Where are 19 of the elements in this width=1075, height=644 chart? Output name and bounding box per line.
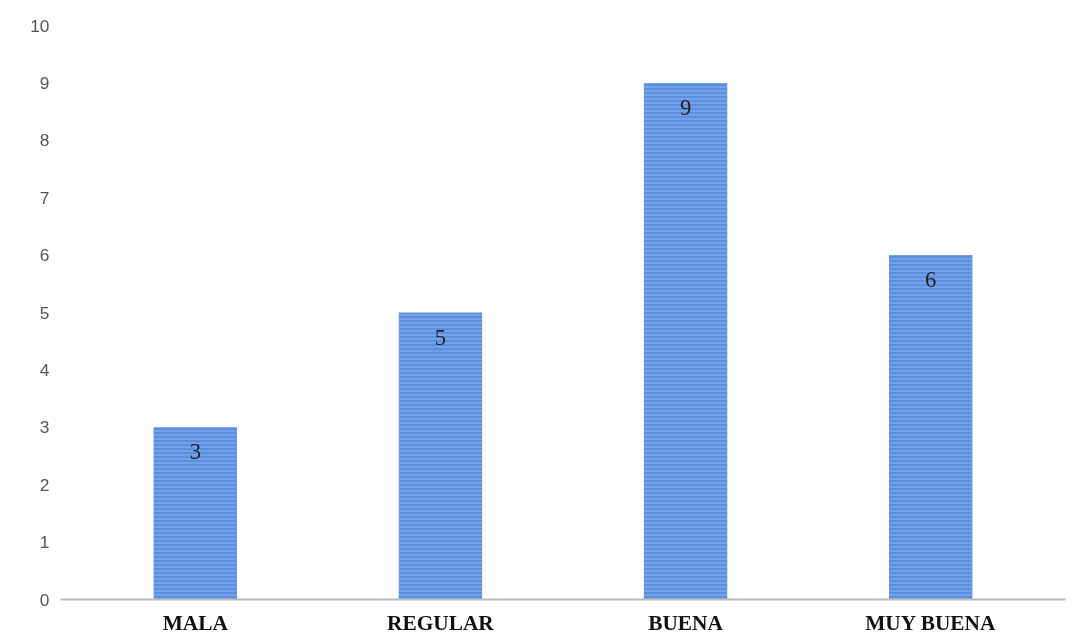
data-label: 9	[679, 94, 692, 120]
y-tick-label: 0	[39, 589, 50, 610]
x-tick-label: MUY BUENA	[865, 610, 996, 635]
data-label: 5	[434, 324, 447, 350]
y-tick-label: 3	[39, 417, 50, 438]
data-label: 3	[189, 439, 201, 465]
data-label: 6	[925, 267, 937, 293]
x-tick-label: REGULAR	[387, 610, 495, 635]
y-tick-label: 10	[30, 15, 50, 36]
y-tick-label: 5	[39, 302, 50, 323]
x-tick-label: MALA	[162, 610, 229, 635]
y-tick-label: 4	[39, 359, 50, 380]
y-tick-label: 9	[39, 72, 50, 93]
y-tick-label: 8	[39, 130, 50, 151]
y-tick-label: 2	[39, 474, 50, 495]
x-tick-label: BUENA	[648, 610, 724, 635]
y-tick-label: 7	[39, 187, 50, 208]
y-tick-label: 1	[39, 532, 50, 553]
y-tick-label: 6	[39, 245, 50, 266]
